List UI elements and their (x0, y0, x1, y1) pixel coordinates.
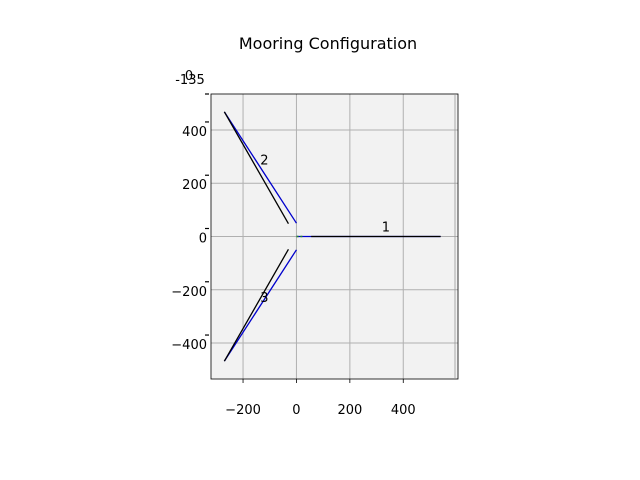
mooring-line-2 (223, 111, 297, 224)
y-tick-label: 400 (182, 125, 207, 140)
plot-frame (210, 93, 459, 380)
x-tick-label: −200 (225, 403, 261, 418)
mooring-line-5 (223, 111, 290, 225)
x-tick-label: 200 (337, 403, 362, 418)
mooring-line-3 (223, 249, 297, 362)
z-tick-label-bottom: -135 (175, 73, 205, 88)
z-tick-label-top: 0 (185, 69, 193, 84)
x-tick-label: 0 (292, 403, 300, 418)
x-tick-label: 400 (391, 403, 416, 418)
y-tick-label: 0 (199, 232, 207, 247)
y-tick-label: 200 (182, 178, 207, 193)
y-tick-label: −200 (171, 285, 207, 300)
chart-title: Mooring Configuration (239, 34, 417, 53)
line-label-3: 3 (260, 291, 268, 306)
y-tick-label: −400 (171, 338, 207, 353)
mooring-line-6 (223, 248, 290, 362)
line-label-1: 1 (382, 221, 390, 236)
line-label-2: 2 (260, 154, 268, 169)
